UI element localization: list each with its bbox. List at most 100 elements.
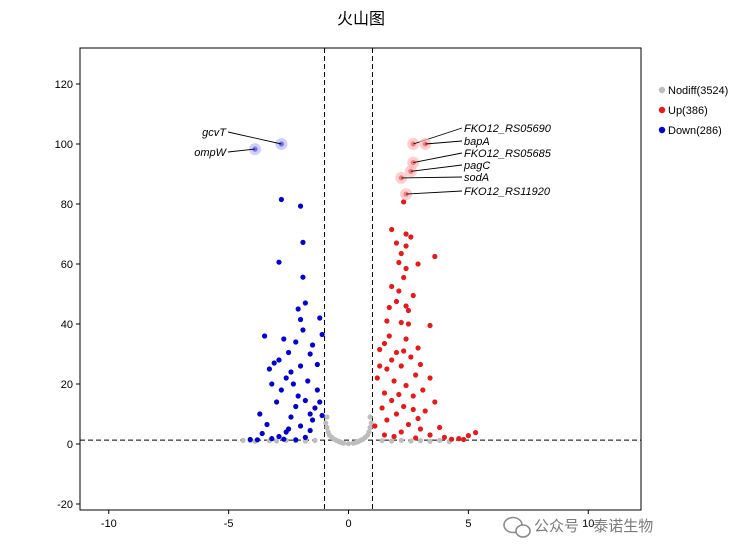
data-point-up (427, 375, 433, 381)
data-point-down (269, 436, 275, 442)
wechat-icon (503, 516, 531, 538)
x-tick-label: 0 (345, 518, 351, 530)
gene-label: ompW (194, 147, 227, 159)
data-point-down (314, 361, 320, 368)
data-point-down (314, 387, 320, 393)
y-tick-label: 120 (55, 79, 73, 91)
data-point-up (391, 433, 397, 440)
data-point-up (427, 432, 433, 438)
data-point-up (415, 415, 421, 422)
data-point-down (297, 316, 304, 323)
data-point-up (401, 403, 407, 410)
data-point-up (374, 375, 380, 381)
data-point-down (295, 393, 301, 399)
legend: Nodiff(3524) Up(386) Down(286) (658, 85, 728, 137)
data-point-down (276, 357, 282, 363)
data-point-up (410, 393, 416, 399)
data-point-up (393, 349, 400, 356)
data-point-nodiff (368, 420, 374, 426)
data-point-down (264, 421, 270, 428)
data-point-nodiff (366, 429, 372, 435)
data-point-down (312, 405, 318, 411)
data-point-down (319, 331, 325, 338)
data-point-down (257, 411, 263, 417)
y-tick-label: 60 (61, 259, 73, 271)
annotation-leader-line (413, 152, 463, 164)
watermark-text: 公众号 · 泰诺生物 (534, 517, 653, 535)
data-point-down (307, 411, 313, 417)
data-point-nodiff (379, 438, 385, 444)
annotation-leader-line (401, 176, 463, 179)
data-point-nodiff (427, 438, 433, 444)
data-point-down (247, 436, 253, 443)
y-tick-label: 20 (61, 379, 73, 391)
data-point-down (293, 339, 299, 345)
x-tick-label: -5 (224, 518, 234, 530)
chart-title: 火山图 (337, 9, 385, 28)
data-point-up (417, 426, 424, 432)
x-tick-label: 10 (582, 518, 594, 530)
data-point-up (456, 436, 462, 442)
data-point-down (259, 430, 265, 437)
data-point-nodiff (323, 420, 329, 426)
data-point-up (393, 411, 400, 417)
data-point-nodiff (367, 424, 373, 431)
data-point-nodiff (341, 440, 347, 446)
data-point-down (293, 437, 299, 443)
data-point-up (401, 199, 407, 205)
data-point-up (417, 361, 424, 368)
data-point-nodiff (417, 438, 424, 444)
x-tick-label: -10 (101, 518, 117, 530)
data-point-up (427, 322, 433, 329)
data-point-up (393, 298, 400, 305)
gene-label: FKO12_RS11920 (464, 186, 551, 198)
data-point-down (302, 434, 308, 440)
data-point-up (432, 253, 438, 260)
data-point-nodiff (302, 438, 308, 444)
data-point-down (276, 433, 282, 440)
data-point-up (405, 321, 412, 327)
data-point-down (273, 399, 280, 405)
data-point-up (405, 307, 412, 314)
data-point-up (437, 424, 443, 431)
data-point-nodiff (437, 437, 443, 443)
data-point-up (386, 304, 392, 311)
data-point-up (465, 433, 471, 439)
data-point-up (393, 240, 400, 246)
data-point-up (403, 265, 409, 272)
data-point-up (410, 292, 416, 299)
data-point-up (432, 399, 438, 405)
data-point-nodiff (345, 441, 352, 447)
gene-label: pagC (463, 160, 490, 172)
legend-marker (658, 126, 666, 134)
data-point-up (398, 250, 404, 257)
data-point-down (262, 333, 268, 339)
data-point-up (398, 363, 404, 369)
gene-label: sodA (464, 172, 489, 184)
y-tick-label: 80 (61, 199, 73, 211)
data-point-nodiff (389, 438, 395, 444)
data-point-down (278, 387, 284, 393)
data-point-down (297, 363, 304, 369)
data-point-nodiff (273, 438, 280, 444)
data-point-up (398, 429, 404, 435)
data-point-up (386, 333, 392, 339)
data-point-down (297, 203, 304, 209)
data-point-up (389, 226, 395, 233)
annotation-leader-line (410, 164, 463, 172)
data-point-down (281, 336, 287, 342)
data-point-nodiff (408, 438, 414, 444)
data-point-down (295, 306, 301, 312)
data-point-up (381, 432, 388, 438)
data-point-up (403, 336, 409, 342)
data-point-down (290, 381, 296, 387)
x-tick-label: 5 (465, 518, 471, 530)
data-point-down (307, 427, 313, 434)
data-point-nodiff (240, 437, 246, 443)
data-point-up (379, 405, 385, 411)
data-point-up (403, 243, 409, 249)
data-point-down (309, 342, 316, 348)
data-point-down (297, 423, 304, 429)
y-tick-label: 0 (67, 439, 73, 451)
annotation-leader-line (406, 190, 463, 195)
